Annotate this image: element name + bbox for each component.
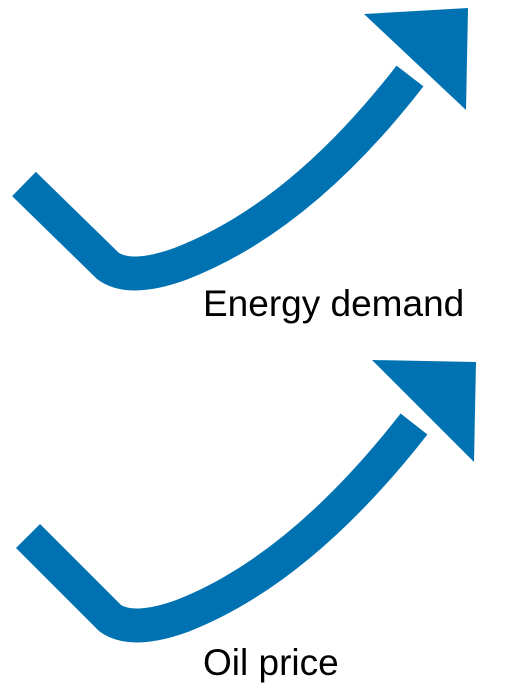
indicator-label: Oil price (203, 642, 339, 683)
indicator-oil-price: Oil price (0, 342, 508, 683)
trend-up-arrow-icon (12, 8, 468, 291)
trend-up-arrow-icon (15, 360, 476, 643)
indicator-energy-demand: Energy demand (0, 0, 508, 340)
indicator-label: Energy demand (203, 283, 465, 324)
